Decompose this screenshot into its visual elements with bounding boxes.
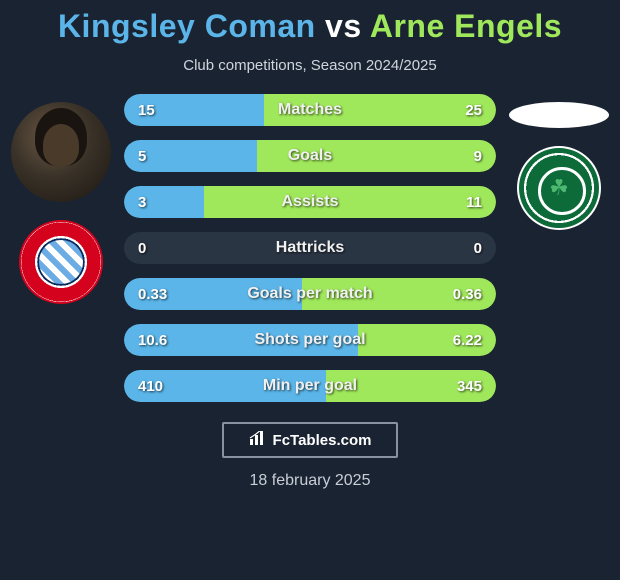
chart-icon (249, 431, 267, 450)
stat-label: Shots per goal (254, 331, 365, 349)
stats-column: 15Matches255Goals93Assists110Hattricks00… (124, 94, 496, 402)
stat-label: Matches (278, 101, 342, 119)
stat-value-left: 0.33 (124, 286, 181, 303)
player2-photo-placeholder (509, 102, 609, 128)
stat-value-right: 345 (443, 378, 496, 395)
stat-label: Goals (288, 147, 332, 165)
stat-row: 0.33 Goals per match 0.36 (124, 278, 496, 310)
player2-column (504, 94, 614, 230)
stat-value-right: 6.22 (439, 332, 496, 349)
source-badge: FcTables.com (222, 422, 398, 458)
stat-row: 0 Hattricks 0 (124, 232, 496, 264)
stat-label: Goals per match (247, 285, 372, 303)
stat-value-left: 10.6 (124, 332, 181, 349)
subtitle: Club competitions, Season 2024/2025 (0, 57, 620, 74)
stat-value-right: 9 (460, 148, 496, 165)
stat-value-left: 15 (124, 102, 169, 119)
footer-date: 18 february 2025 (0, 472, 620, 490)
player1-name: Kingsley Coman (58, 8, 316, 44)
stat-label: Hattricks (276, 239, 344, 257)
stat-row: 410 Min per goal 345 (124, 370, 496, 402)
stat-value-left: 0 (124, 240, 160, 257)
stat-label: Assists (282, 193, 339, 211)
stat-value-right: 25 (451, 102, 496, 119)
stat-row: 15 Matches 25 (124, 94, 496, 126)
stat-value-left: 5 (124, 148, 160, 165)
stat-row: 3 Assists 11 (124, 186, 496, 218)
stat-label: Min per goal (263, 377, 357, 395)
stat-row: 5 Goals 9 (124, 140, 496, 172)
stat-value-right: 0 (460, 240, 496, 257)
stat-value-right: 11 (452, 194, 496, 211)
player1-column (6, 94, 116, 304)
comparison-title: Kingsley Coman vs Arne Engels (0, 0, 620, 45)
player2-club-badge-icon (517, 146, 601, 230)
stat-row: 10.6 Shots per goal 6.22 (124, 324, 496, 356)
player1-photo (11, 102, 111, 202)
vs-separator: vs (325, 8, 362, 44)
stat-value-right: 0.36 (439, 286, 496, 303)
stat-value-left: 3 (124, 194, 160, 211)
player2-name: Arne Engels (370, 8, 562, 44)
player1-club-badge-icon (19, 220, 103, 304)
stat-value-left: 410 (124, 378, 177, 395)
comparison-body: 15Matches255Goals93Assists110Hattricks00… (0, 94, 620, 402)
source-label: FcTables.com (273, 432, 372, 449)
